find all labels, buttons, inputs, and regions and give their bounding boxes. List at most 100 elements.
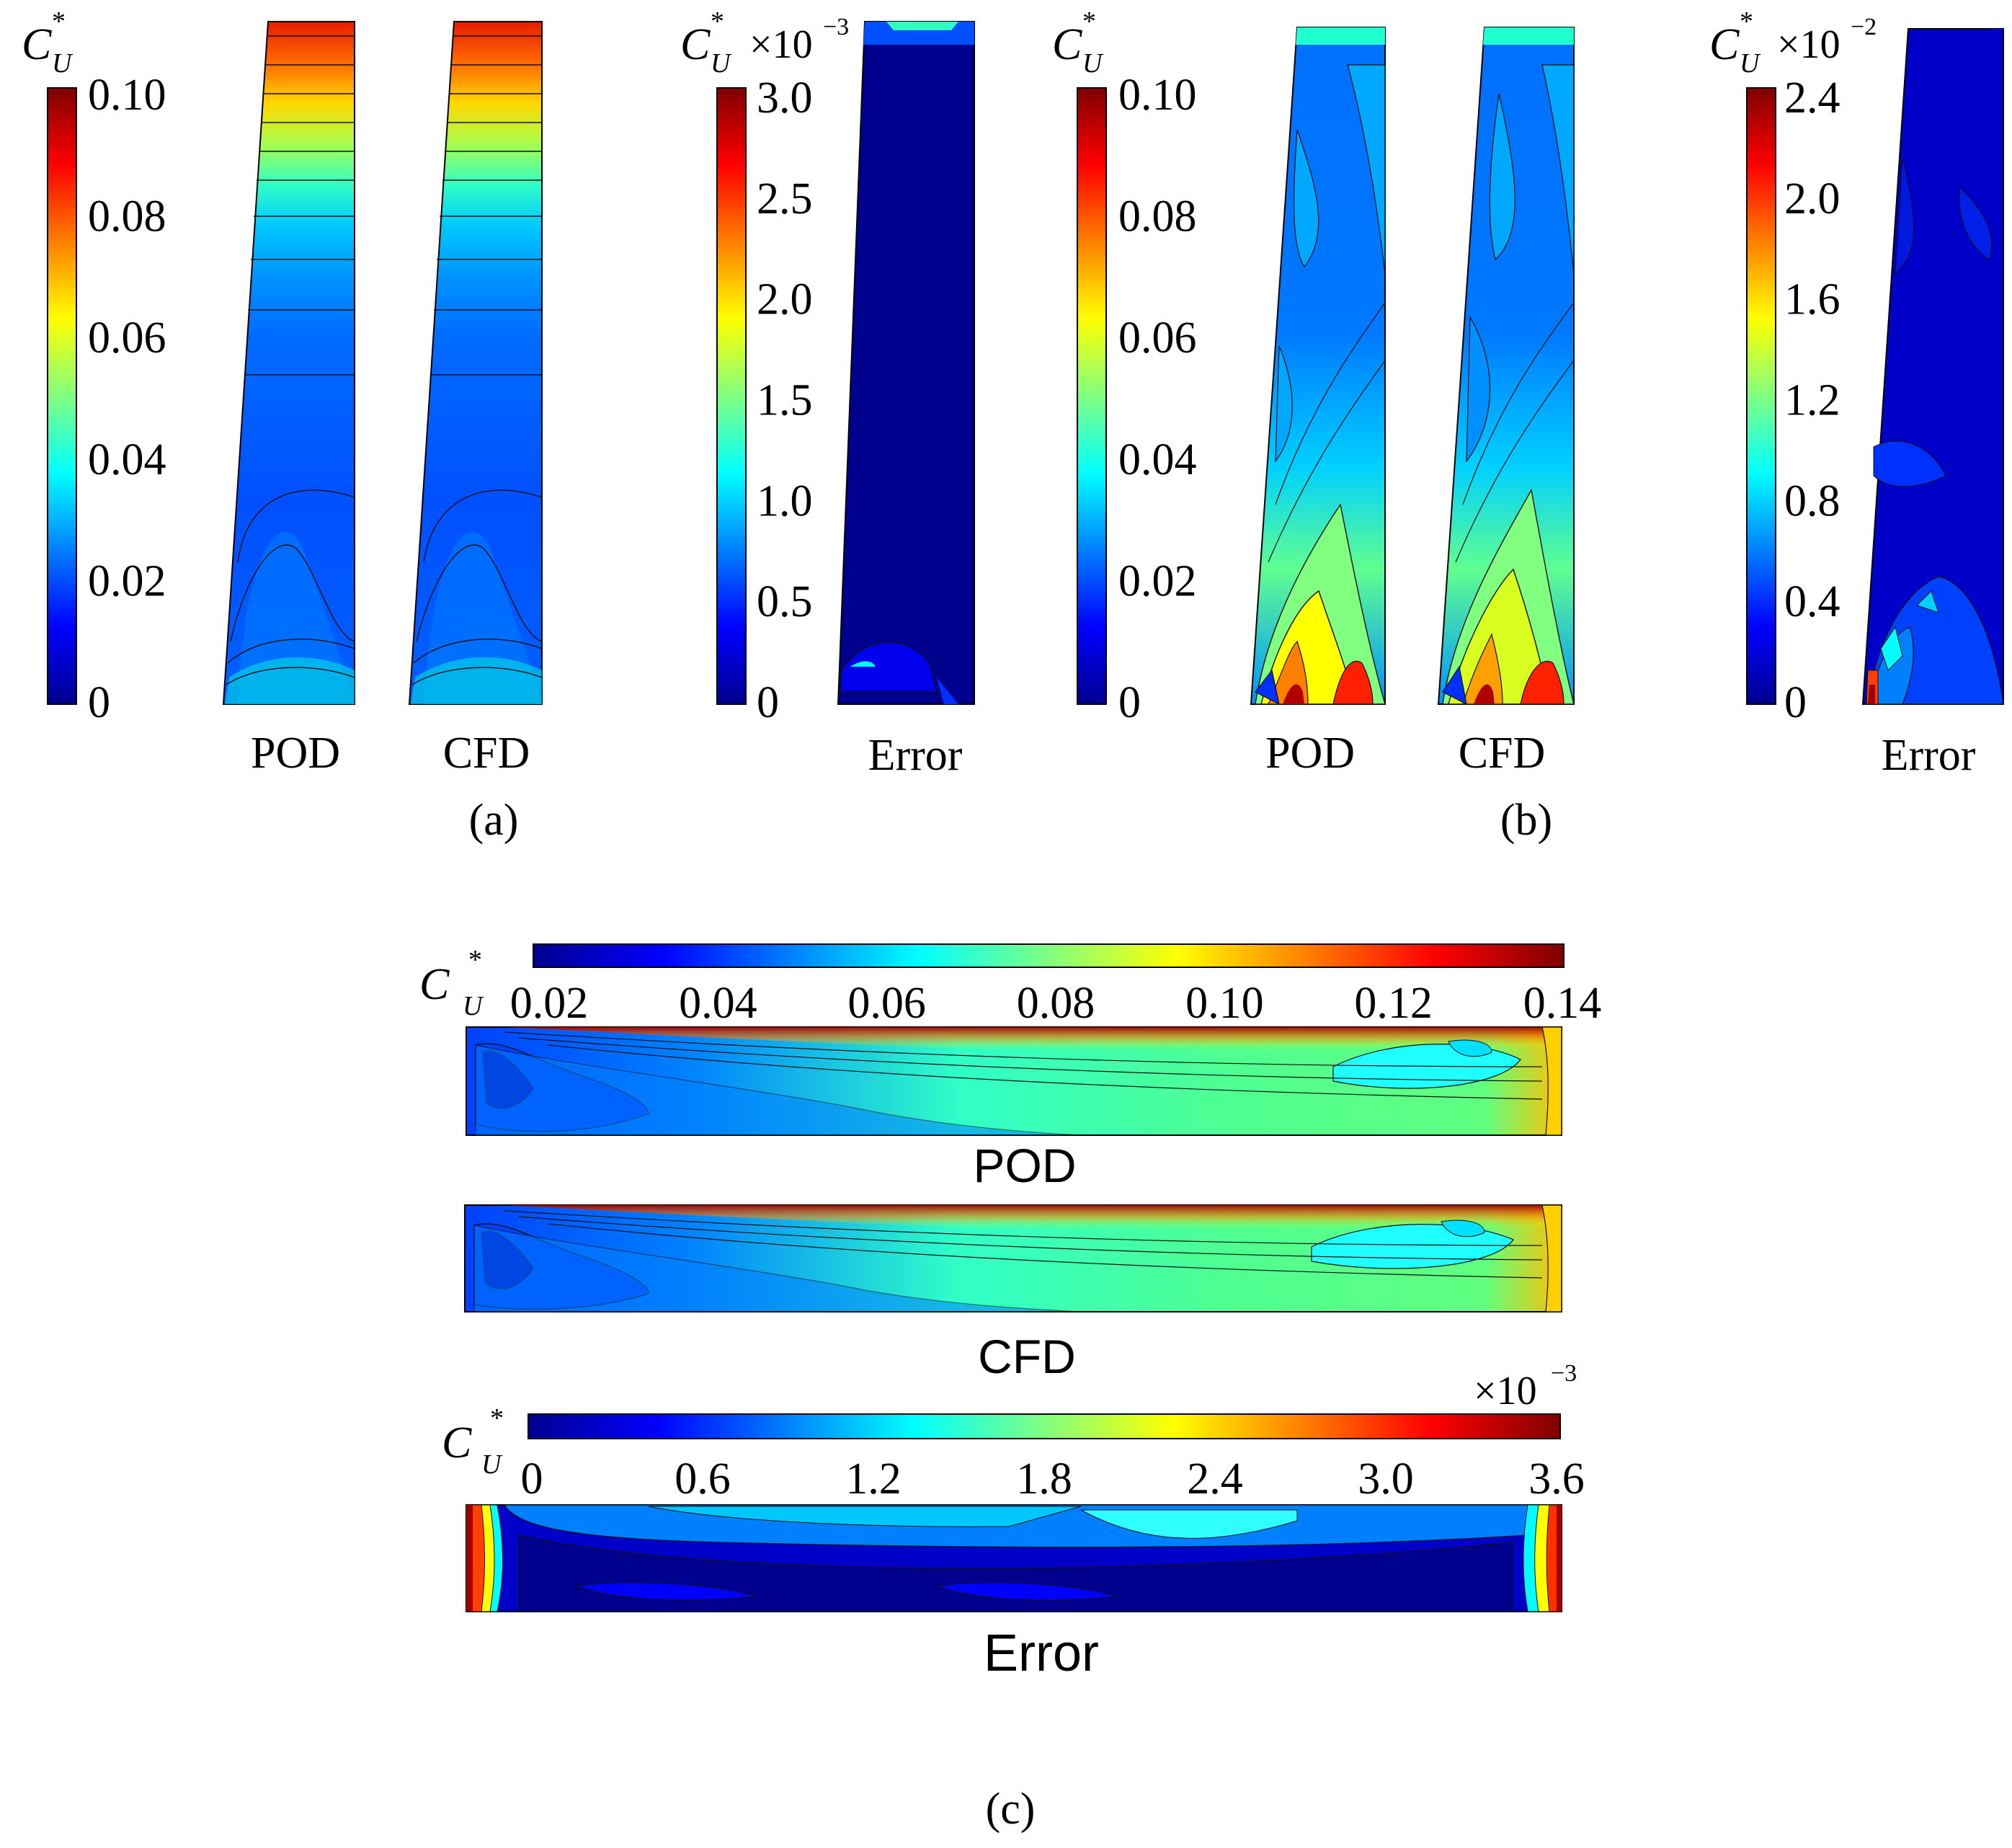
multiplier: ×10 xyxy=(749,22,813,67)
colorbar-tick-label: 0.10 xyxy=(1118,71,1197,120)
symbol-base: C xyxy=(22,20,52,69)
colorbar-tick-label: 0 xyxy=(757,678,779,727)
colorbar-tick-label: 0.10 xyxy=(1185,979,1264,1028)
plot-b-cfd xyxy=(1437,27,1575,706)
exponent: −3 xyxy=(1551,1360,1577,1387)
colorbar-tick-label: 1.8 xyxy=(1016,1454,1072,1503)
label-c-cfd-wrap: CFD xyxy=(978,1330,1076,1383)
colorbar-tick-label: 2.4 xyxy=(1784,74,1840,123)
colorbar-tick-label: 3.0 xyxy=(1358,1454,1414,1503)
panel-c: 0.02 0.04 0.06 0.08 0.10 0.12 0.14 C U * POD xyxy=(419,943,1602,1834)
symbol-sup: * xyxy=(1082,6,1096,37)
colorbar-tick-label: 3.6 xyxy=(1528,1454,1585,1503)
panel-b-label: (b) xyxy=(1500,796,1552,845)
label-c-pod-wrap: POD xyxy=(973,1139,1076,1192)
colorbar-tick-label: 2.0 xyxy=(757,275,813,324)
symbol-sub: U xyxy=(1740,48,1761,79)
colorbar-a-velocity-symbol: C U * xyxy=(22,6,74,79)
panel-c-label-wrap: (c) xyxy=(986,1785,1036,1834)
colorbar-c-error: 0 0.6 1.2 1.8 2.4 3.0 3.6 xyxy=(521,1413,1585,1503)
symbol-base: C xyxy=(419,960,450,1009)
symbol-sup: * xyxy=(1740,6,1753,37)
colorbar-tick-label: 0 xyxy=(88,678,110,727)
colorbar-tick-label: 3.0 xyxy=(757,74,813,123)
colorbar-b-velocity-symbol: C U * xyxy=(1052,6,1104,79)
colorbar-tick-label: 0.08 xyxy=(1017,979,1095,1028)
colorbar-tick-label: 2.4 xyxy=(1187,1454,1243,1503)
symbol-base: C xyxy=(1052,20,1082,69)
symbol-sup: * xyxy=(52,6,66,37)
symbol-sup: * xyxy=(711,6,724,37)
labels-a: POD CFD Error (a) xyxy=(251,729,963,845)
colorbar-tick-label: 1.2 xyxy=(1784,376,1840,425)
symbol-sub: U xyxy=(52,48,74,79)
colorbar-tick-label: 0.08 xyxy=(88,192,166,241)
label-b-error: Error xyxy=(1882,731,1976,780)
colorbar-b-velocity: 0.10 0.08 0.06 0.04 0.02 0 xyxy=(1077,71,1197,727)
colorbar-tick-label: 0.08 xyxy=(1118,192,1197,241)
colorbar-c-error-symbol: C U * ×10 −3 xyxy=(442,1360,1577,1480)
colorbar-a-velocity-ticks: 0.10 0.08 0.06 0.04 0.02 0 xyxy=(88,71,166,727)
colorbar-tick-label: 0 xyxy=(1118,678,1141,727)
panel-a: 0.10 0.08 0.06 0.04 0.02 0 C U * xyxy=(22,6,975,845)
colorbar-tick-label: 0.8 xyxy=(1784,476,1840,525)
panel-b: 0.10 0.08 0.06 0.04 0.02 0 C U * xyxy=(1052,6,2004,845)
colorbar-tick-label: 0.02 xyxy=(88,556,166,605)
colorbar-tick-label: 0.02 xyxy=(510,979,589,1028)
colorbar-tick-label: 0.12 xyxy=(1354,979,1433,1028)
colorbar-tick-label: 0.06 xyxy=(88,314,166,363)
symbol-base: C xyxy=(442,1418,472,1467)
multiplier: ×10 xyxy=(1474,1369,1537,1413)
symbol-base: C xyxy=(680,20,711,69)
plot-a-cfd xyxy=(408,21,543,705)
label-c-error-wrap: Error xyxy=(984,1625,1099,1682)
colorbar-a-error-ticks: 3.0 2.5 2.0 1.5 1.0 0.5 0 xyxy=(757,74,813,727)
colorbar-tick-label: 0.04 xyxy=(1118,435,1197,484)
colorbar-a-error-symbol: C U * ×10 −3 xyxy=(680,6,849,79)
colorbar-tick-label: 1.5 xyxy=(757,376,813,425)
symbol-sup: * xyxy=(490,1403,504,1434)
label-c-pod: POD xyxy=(973,1139,1076,1192)
symbol-base: C xyxy=(1709,20,1740,69)
exponent: −2 xyxy=(1851,14,1877,40)
symbol-sub: U xyxy=(711,48,732,79)
colorbar-tick-label: 0 xyxy=(1784,678,1807,727)
label-c-cfd: CFD xyxy=(978,1330,1076,1383)
colorbar-tick-label: 0.02 xyxy=(1118,556,1197,605)
multiplier: ×10 xyxy=(1777,22,1840,67)
colorbar-c-velocity-ticks: 0.02 0.04 0.06 0.08 0.10 0.12 0.14 xyxy=(510,979,1602,1028)
colorbar-a-velocity: 0.10 0.08 0.06 0.04 0.02 0 xyxy=(47,71,166,727)
colorbar-c-error-ticks: 0 0.6 1.2 1.8 2.4 3.0 3.6 xyxy=(521,1454,1585,1503)
colorbar-c-velocity: 0.02 0.04 0.06 0.08 0.10 0.12 0.14 xyxy=(510,943,1602,1028)
plot-c-error xyxy=(466,1504,1562,1612)
symbol-sub: U xyxy=(463,991,484,1021)
colorbar-b-velocity-ticks: 0.10 0.08 0.06 0.04 0.02 0 xyxy=(1118,71,1197,727)
symbol-sub: U xyxy=(481,1449,503,1480)
plot-b-error xyxy=(1861,28,2004,705)
colorbar-tick-label: 2.0 xyxy=(1784,174,1840,223)
colorbar-b-error: 2.4 2.0 1.6 1.2 0.8 0.4 0 xyxy=(1746,74,1840,727)
labels-b: POD CFD Error (b) xyxy=(1265,729,1976,845)
exponent: −3 xyxy=(823,14,849,40)
colorbar-tick-label: 0 xyxy=(521,1454,543,1503)
colorbar-tick-label: 0.4 xyxy=(1784,577,1840,626)
colorbar-tick-label: 0.04 xyxy=(88,435,166,484)
colorbar-b-error-symbol: C U * ×10 −2 xyxy=(1709,6,1877,79)
colorbar-tick-label: 1.0 xyxy=(757,476,813,525)
plot-b-pod xyxy=(1250,27,1386,706)
symbol-sub: U xyxy=(1082,48,1104,79)
plot-c-pod xyxy=(466,1026,1562,1136)
colorbar-tick-label: 0.10 xyxy=(88,71,166,120)
colorbar-tick-label: 0.14 xyxy=(1523,979,1602,1028)
colorbar-tick-label: 2.5 xyxy=(757,174,813,223)
label-b-cfd: CFD xyxy=(1459,729,1546,778)
colorbar-tick-label: 0.04 xyxy=(679,979,757,1028)
colorbar-tick-label: 0.06 xyxy=(1118,314,1197,363)
colorbar-tick-label: 1.6 xyxy=(1784,275,1840,324)
colorbar-tick-label: 1.2 xyxy=(845,1454,902,1503)
colorbar-tick-label: 0.5 xyxy=(757,577,813,626)
panel-a-label: (a) xyxy=(469,796,519,845)
plot-a-error xyxy=(837,21,975,705)
label-a-error: Error xyxy=(868,731,963,780)
